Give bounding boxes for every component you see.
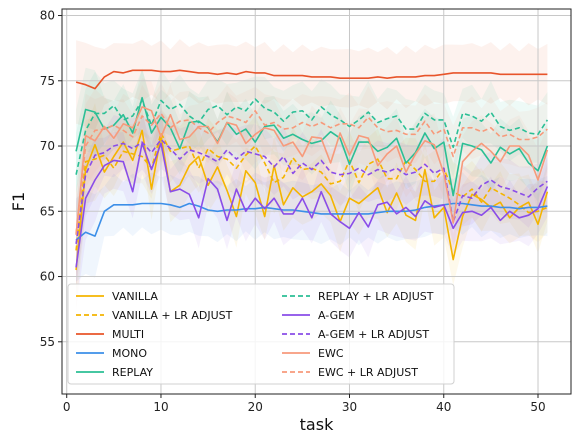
series-line — [75, 96, 549, 197]
x-axis-ticks: 0 10 20 30 40 50 — [63, 394, 546, 414]
legend-label: VANILLA + LR ADJUST — [112, 309, 233, 322]
y-axis-label: F1 — [9, 192, 28, 211]
confidence-bands — [76, 39, 548, 312]
legend-label: VANILLA — [112, 290, 158, 303]
x-tick-label: 40 — [436, 400, 451, 414]
series-line — [75, 132, 548, 251]
legend-label: A-GEM + LR ADJUST — [318, 328, 429, 341]
legend-label: MONO — [112, 347, 147, 360]
series-line — [75, 98, 549, 175]
legend-label: MULTI — [112, 328, 144, 341]
series-lines — [75, 69, 549, 271]
y-tick-label: 75 — [40, 74, 55, 88]
legend: VANILLA VANILLA + LR ADJUST MULTI MONO REPLA… — [67, 283, 455, 385]
series-line — [75, 106, 549, 235]
series-band — [76, 67, 548, 227]
series-line — [75, 129, 549, 271]
legend-label: REPLAY + LR ADJUST — [318, 290, 434, 303]
y-tick-label: 60 — [40, 270, 55, 284]
y-axis-ticks: 55 60 65 70 75 80 — [40, 9, 62, 349]
series-band — [76, 39, 548, 131]
y-tick-label: 70 — [40, 139, 55, 153]
legend-box — [67, 283, 455, 385]
series-line — [75, 138, 548, 245]
series-line — [75, 202, 548, 241]
legend-label: A-GEM — [318, 309, 355, 322]
x-tick-label: 30 — [342, 400, 357, 414]
series-band — [76, 108, 548, 293]
y-tick-label: 55 — [40, 335, 55, 349]
y-tick-label: 80 — [40, 9, 55, 23]
x-tick-label: 10 — [153, 400, 168, 414]
series-line — [75, 69, 548, 90]
series-band — [76, 110, 548, 286]
series-band — [76, 112, 548, 310]
y-tick-label: 65 — [40, 204, 55, 218]
series-band — [76, 172, 548, 282]
legend-label: EWC + LR ADJUST — [318, 366, 418, 379]
x-axis-label: task — [300, 415, 334, 434]
legend-label: REPLAY — [112, 366, 153, 379]
x-tick-label: 50 — [530, 400, 545, 414]
series-line — [75, 110, 548, 234]
x-tick-label: 20 — [248, 400, 263, 414]
series-line — [75, 142, 549, 268]
legend-label: EWC — [318, 347, 344, 360]
x-tick-label: 0 — [63, 400, 71, 414]
plot-frame — [61, 8, 572, 395]
